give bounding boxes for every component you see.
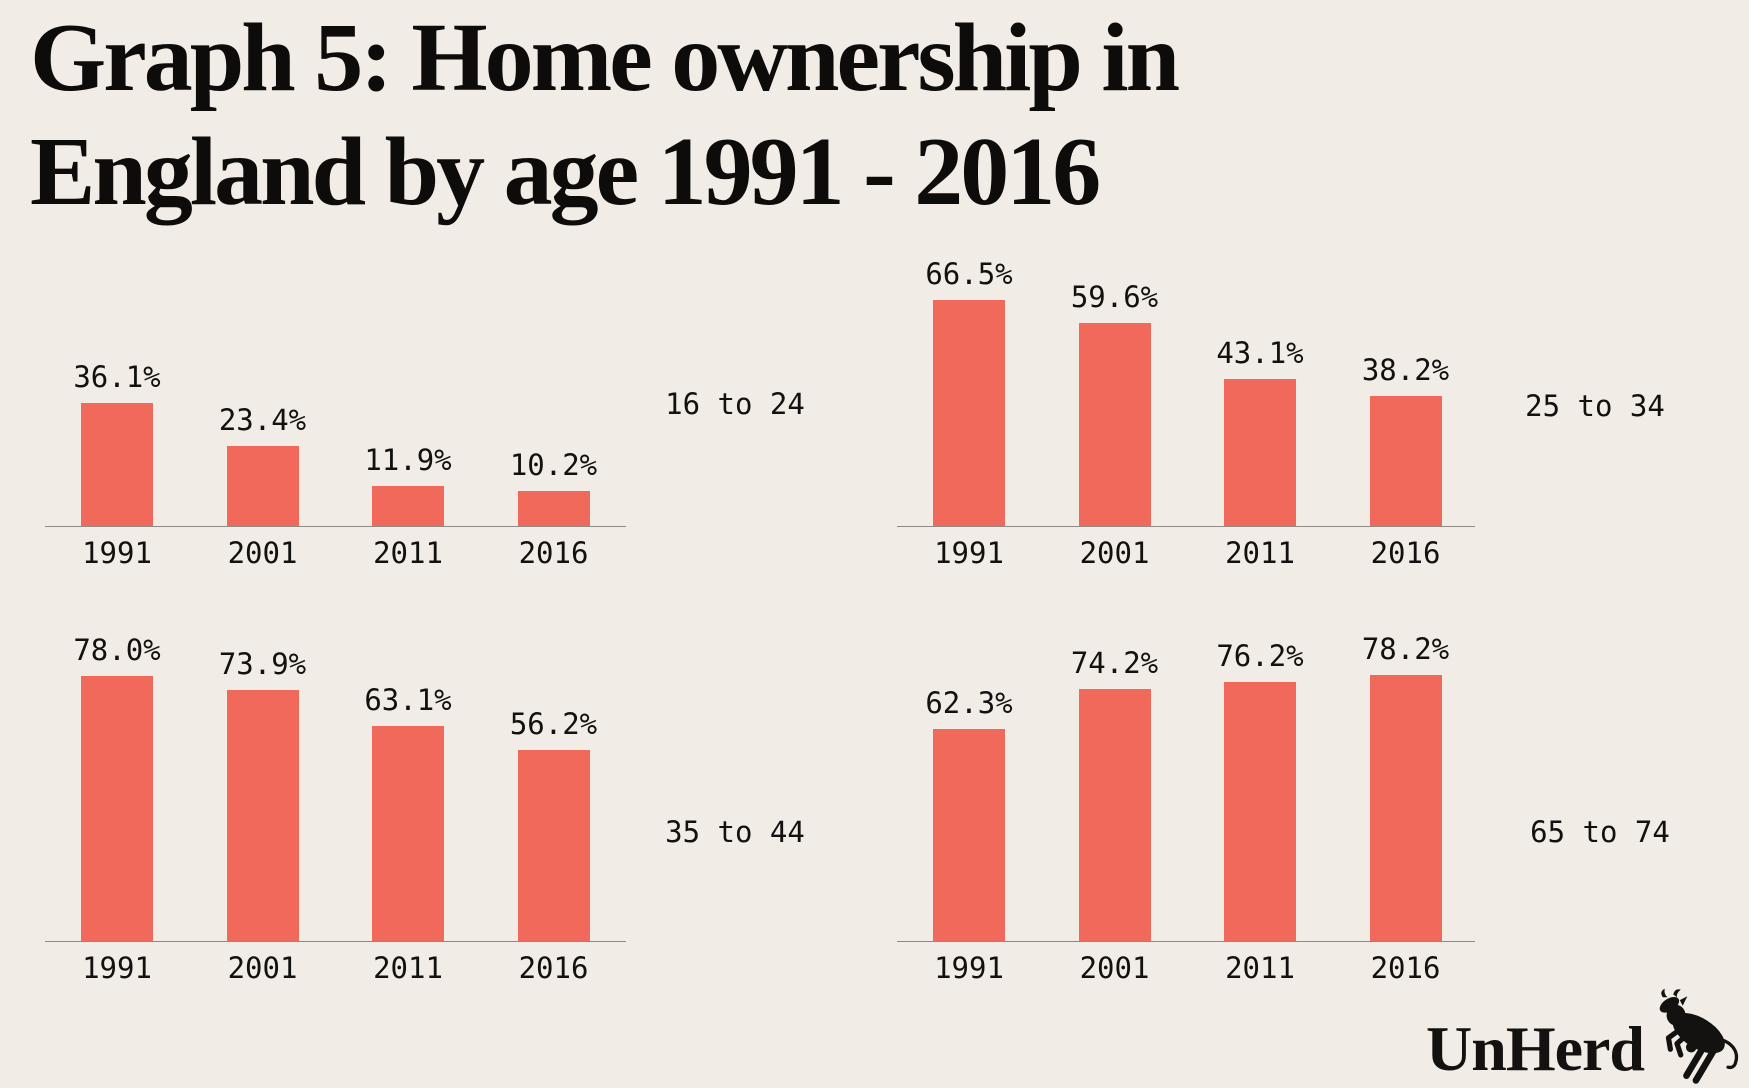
value-label: 23.4%: [218, 403, 307, 437]
x-axis-label: 2001: [227, 951, 298, 985]
bar-2001-65-to-74: [1078, 689, 1151, 941]
value-label: 66.5%: [925, 257, 1013, 291]
x-axis-line: [897, 941, 1475, 942]
x-axis-label: 1991: [934, 951, 1004, 985]
bar-2011-25-to-34: [1224, 379, 1296, 526]
value-label: 78.0%: [73, 633, 161, 667]
x-axis-label: 2011: [1225, 536, 1295, 570]
value-label: 74.2%: [1070, 646, 1159, 680]
x-axis-label: 1991: [82, 951, 152, 985]
bar-2016-25-to-34: [1369, 396, 1442, 526]
bar-2011-35-to-44: [372, 726, 444, 941]
chart-title-line1: Graph 5: Home ownership in: [30, 4, 1180, 112]
value-label: 76.2%: [1216, 639, 1304, 673]
x-axis-label: 2016: [1370, 536, 1441, 570]
bar-2016-35-to-44: [517, 750, 590, 941]
value-label: 36.1%: [73, 360, 161, 394]
group-label-35-to-44: 35 to 44: [665, 815, 805, 849]
x-axis-label: 2001: [1079, 536, 1150, 570]
value-label: 38.2%: [1361, 353, 1450, 387]
bar-chart-35-to-44: 78.0% 1991 73.9% 2001 63.1% 2011 56.2% 2016: [45, 633, 626, 985]
group-label-25-to-34: 25 to 34: [1525, 389, 1665, 423]
bar-2011-65-to-74: [1224, 682, 1296, 941]
bar-1991-16-to-24: [81, 403, 153, 526]
value-label: 10.2%: [509, 448, 598, 482]
x-axis-label: 1991: [934, 536, 1004, 570]
x-axis-label: 2011: [373, 951, 443, 985]
x-axis-line: [45, 941, 626, 942]
bar-2001-35-to-44: [226, 690, 299, 941]
value-label: 78.2%: [1361, 632, 1450, 666]
x-axis-label: 2001: [227, 536, 298, 570]
x-axis-label: 2016: [518, 951, 589, 985]
bar-2001-25-to-34: [1078, 323, 1151, 526]
bar-1991-65-to-74: [933, 729, 1005, 941]
chart-title-line2: England by age 1991 - 2016: [30, 117, 1101, 226]
rearing-cow-icon: [1659, 988, 1739, 1084]
value-label: 62.3%: [925, 686, 1013, 720]
value-label: 43.1%: [1216, 336, 1304, 370]
unherd-wordmark: UnHerd: [1426, 1013, 1645, 1084]
bar-1991-35-to-44: [81, 676, 153, 941]
bar-2011-16-to-24: [372, 486, 444, 526]
x-axis-label: 2001: [1079, 951, 1150, 985]
bar-2001-16-to-24: [226, 446, 299, 526]
bar-2016-16-to-24: [517, 491, 590, 526]
bar-chart-16-to-24: 36.1% 1991 23.4% 2001 11.9% 2011 10.2% 2016: [45, 240, 626, 570]
value-label: 59.6%: [1070, 280, 1159, 314]
unherd-logo: UnHerd: [1420, 985, 1749, 1085]
value-label: 63.1%: [364, 683, 452, 717]
x-axis-line: [897, 526, 1475, 527]
bar-chart-65-to-74: 62.3% 1991 74.2% 2001 76.2% 2011 78.2% 2016: [897, 632, 1475, 985]
x-axis-label: 2011: [373, 536, 443, 570]
x-axis-label: 2011: [1225, 951, 1295, 985]
x-axis-label: 2016: [518, 536, 589, 570]
chart-title: Graph 5: Home ownership in England by ag…: [30, 2, 1180, 229]
group-label-65-to-74: 65 to 74: [1530, 815, 1670, 849]
x-axis-label: 2016: [1370, 951, 1441, 985]
value-label: 56.2%: [509, 707, 598, 741]
value-label: 73.9%: [218, 647, 307, 681]
bar-chart-25-to-34: 66.5% 1991 59.6% 2001 43.1% 2011 38.2% 2016: [897, 240, 1475, 570]
bar-1991-25-to-34: [933, 300, 1005, 526]
x-axis-line: [45, 526, 626, 527]
value-label: 11.9%: [364, 443, 452, 477]
group-label-16-to-24: 16 to 24: [665, 387, 805, 421]
x-axis-label: 1991: [82, 536, 152, 570]
bar-2016-65-to-74: [1369, 675, 1442, 941]
